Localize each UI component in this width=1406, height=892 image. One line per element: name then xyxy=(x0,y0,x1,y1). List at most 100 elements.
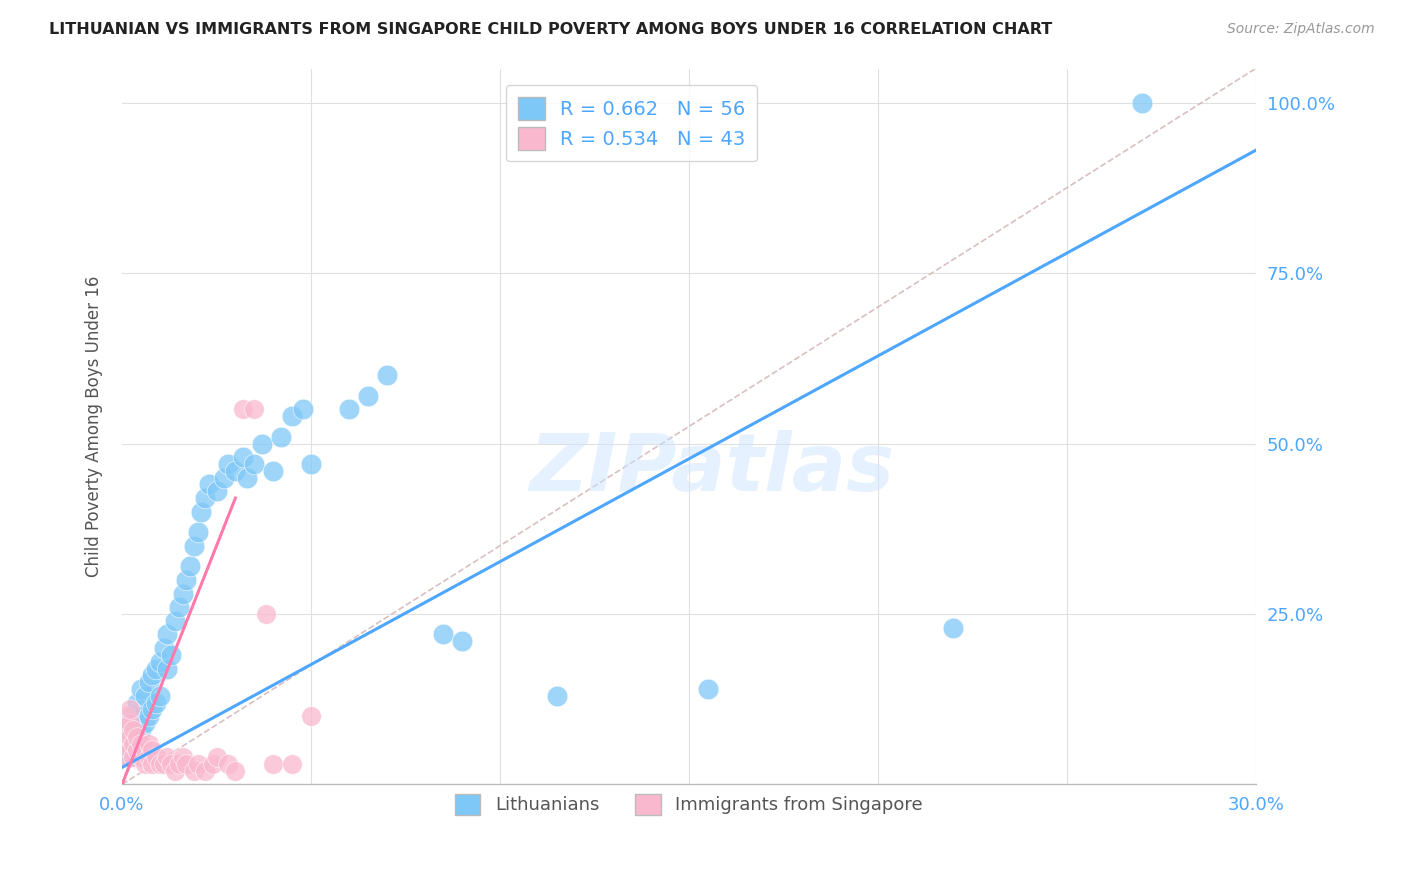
Point xyxy=(167,756,190,771)
Point xyxy=(299,709,322,723)
Point xyxy=(156,750,179,764)
Point xyxy=(337,402,360,417)
Text: LITHUANIAN VS IMMIGRANTS FROM SINGAPORE CHILD POVERTY AMONG BOYS UNDER 16 CORREL: LITHUANIAN VS IMMIGRANTS FROM SINGAPORE … xyxy=(49,22,1053,37)
Point xyxy=(149,689,172,703)
Point xyxy=(183,539,205,553)
Point xyxy=(114,750,136,764)
Point xyxy=(149,756,172,771)
Point xyxy=(138,750,160,764)
Point xyxy=(375,368,398,383)
Point xyxy=(281,756,304,771)
Point xyxy=(451,634,474,648)
Point xyxy=(546,689,568,703)
Point xyxy=(141,668,163,682)
Point xyxy=(122,737,145,751)
Point xyxy=(243,402,266,417)
Point xyxy=(129,750,152,764)
Point xyxy=(118,743,141,757)
Point xyxy=(129,737,152,751)
Point xyxy=(235,470,257,484)
Point xyxy=(243,457,266,471)
Point xyxy=(254,607,277,621)
Point xyxy=(201,756,224,771)
Point xyxy=(134,756,156,771)
Point xyxy=(250,436,273,450)
Point xyxy=(174,756,197,771)
Point xyxy=(134,716,156,731)
Point xyxy=(187,756,209,771)
Point xyxy=(114,723,136,737)
Point xyxy=(281,409,304,424)
Point xyxy=(122,723,145,737)
Point xyxy=(262,464,284,478)
Point xyxy=(1130,95,1153,110)
Point xyxy=(114,737,136,751)
Point xyxy=(172,750,194,764)
Point xyxy=(129,681,152,696)
Point xyxy=(194,764,217,778)
Point xyxy=(122,737,145,751)
Point xyxy=(696,681,718,696)
Point xyxy=(141,756,163,771)
Point xyxy=(194,491,217,505)
Point xyxy=(118,702,141,716)
Point xyxy=(118,723,141,737)
Point xyxy=(127,730,149,744)
Point xyxy=(232,402,254,417)
Point xyxy=(299,457,322,471)
Point xyxy=(149,655,172,669)
Point xyxy=(138,737,160,751)
Point xyxy=(190,505,212,519)
Point xyxy=(942,621,965,635)
Point xyxy=(138,675,160,690)
Point xyxy=(156,627,179,641)
Point xyxy=(224,764,246,778)
Point xyxy=(212,470,235,484)
Point xyxy=(122,750,145,764)
Point xyxy=(232,450,254,465)
Point xyxy=(152,641,174,656)
Point xyxy=(163,764,186,778)
Point xyxy=(163,614,186,628)
Point xyxy=(145,661,167,675)
Point xyxy=(160,756,183,771)
Point xyxy=(127,743,149,757)
Point xyxy=(270,430,292,444)
Point xyxy=(174,573,197,587)
Point xyxy=(217,756,239,771)
Point xyxy=(172,586,194,600)
Point xyxy=(224,464,246,478)
Point xyxy=(127,730,149,744)
Point xyxy=(127,696,149,710)
Point xyxy=(205,750,228,764)
Y-axis label: Child Poverty Among Boys Under 16: Child Poverty Among Boys Under 16 xyxy=(86,276,103,577)
Point xyxy=(292,402,315,417)
Point xyxy=(141,702,163,716)
Point xyxy=(262,756,284,771)
Point xyxy=(118,750,141,764)
Point xyxy=(129,709,152,723)
Text: Source: ZipAtlas.com: Source: ZipAtlas.com xyxy=(1227,22,1375,37)
Point xyxy=(145,750,167,764)
Point xyxy=(167,600,190,615)
Point xyxy=(141,743,163,757)
Point xyxy=(145,696,167,710)
Point xyxy=(160,648,183,662)
Point xyxy=(122,709,145,723)
Text: ZIPatlas: ZIPatlas xyxy=(529,431,894,508)
Point xyxy=(432,627,454,641)
Point xyxy=(129,723,152,737)
Point xyxy=(114,709,136,723)
Point xyxy=(134,689,156,703)
Legend: Lithuanians, Immigrants from Singapore: Lithuanians, Immigrants from Singapore xyxy=(444,783,934,825)
Point xyxy=(205,484,228,499)
Point xyxy=(114,743,136,757)
Point xyxy=(156,661,179,675)
Point xyxy=(118,716,141,731)
Point xyxy=(134,743,156,757)
Point xyxy=(152,756,174,771)
Point xyxy=(138,709,160,723)
Point xyxy=(356,389,378,403)
Point xyxy=(183,764,205,778)
Point xyxy=(187,525,209,540)
